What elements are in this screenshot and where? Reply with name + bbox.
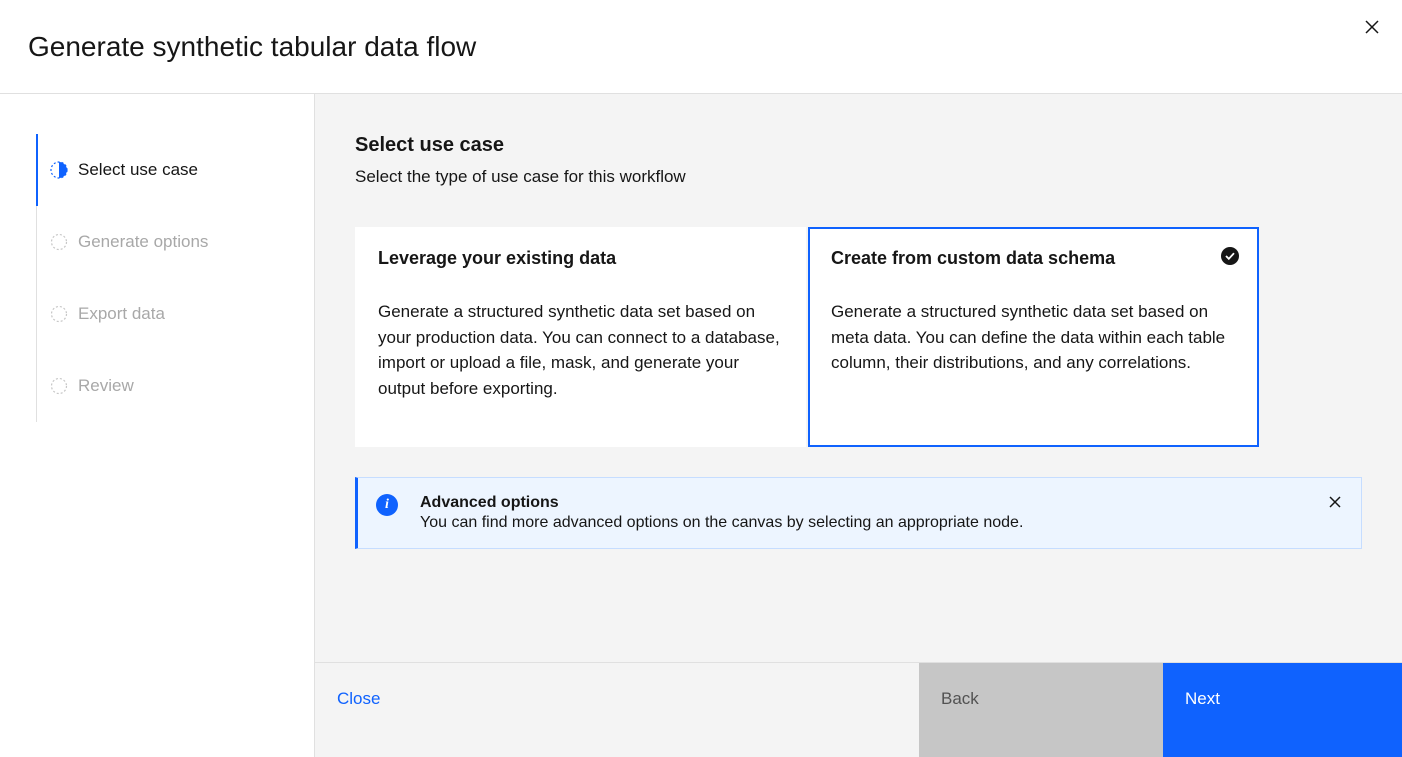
card-title: Create from custom data schema	[831, 248, 1236, 269]
card-title: Leverage your existing data	[378, 248, 783, 269]
step-list: Select use case Generate options Export …	[36, 134, 314, 422]
step-label: Generate options	[78, 232, 208, 252]
info-title: Advanced options	[420, 494, 1315, 512]
content-area: Select use case Select the type of use c…	[315, 94, 1402, 662]
main-panel: Select use case Select the type of use c…	[315, 94, 1402, 757]
close-icon	[1327, 494, 1343, 510]
info-icon: i	[376, 494, 398, 516]
wizard-sidebar: Select use case Generate options Export …	[0, 94, 315, 757]
step-incomplete-icon	[50, 377, 68, 395]
step-export-data[interactable]: Export data	[36, 278, 314, 350]
selected-check-icon	[1221, 247, 1239, 265]
step-label: Select use case	[78, 160, 198, 180]
step-label: Review	[78, 376, 134, 396]
close-button[interactable]: Close	[315, 663, 919, 757]
modal-body: Select use case Generate options Export …	[0, 94, 1402, 757]
step-select-use-case[interactable]: Select use case	[36, 134, 314, 206]
info-content: Advanced options You can find more advan…	[420, 494, 1315, 532]
step-review[interactable]: Review	[36, 350, 314, 422]
modal-header: Generate synthetic tabular data flow	[0, 0, 1402, 94]
back-button[interactable]: Back	[919, 663, 1163, 757]
use-case-cards: Leverage your existing data Generate a s…	[355, 227, 1362, 447]
card-description: Generate a structured synthetic data set…	[831, 299, 1236, 376]
step-incomplete-icon	[50, 233, 68, 251]
info-notification: i Advanced options You can find more adv…	[355, 477, 1362, 549]
card-create-from-schema[interactable]: Create from custom data schema Generate …	[808, 227, 1259, 447]
step-label: Export data	[78, 304, 165, 324]
step-current-icon	[50, 161, 68, 179]
content-subtitle: Select the type of use case for this wor…	[355, 167, 1362, 187]
card-leverage-existing-data[interactable]: Leverage your existing data Generate a s…	[355, 227, 806, 447]
close-icon	[1364, 19, 1380, 35]
info-description: You can find more advanced options on th…	[420, 514, 1315, 532]
wizard-footer: Close Back Next	[315, 662, 1402, 757]
modal-title: Generate synthetic tabular data flow	[28, 31, 476, 63]
step-generate-options[interactable]: Generate options	[36, 206, 314, 278]
close-modal-button[interactable]	[1362, 17, 1382, 37]
info-close-button[interactable]	[1327, 494, 1343, 510]
content-title: Select use case	[355, 134, 1362, 157]
card-description: Generate a structured synthetic data set…	[378, 299, 783, 401]
next-button[interactable]: Next	[1163, 663, 1402, 757]
step-incomplete-icon	[50, 305, 68, 323]
